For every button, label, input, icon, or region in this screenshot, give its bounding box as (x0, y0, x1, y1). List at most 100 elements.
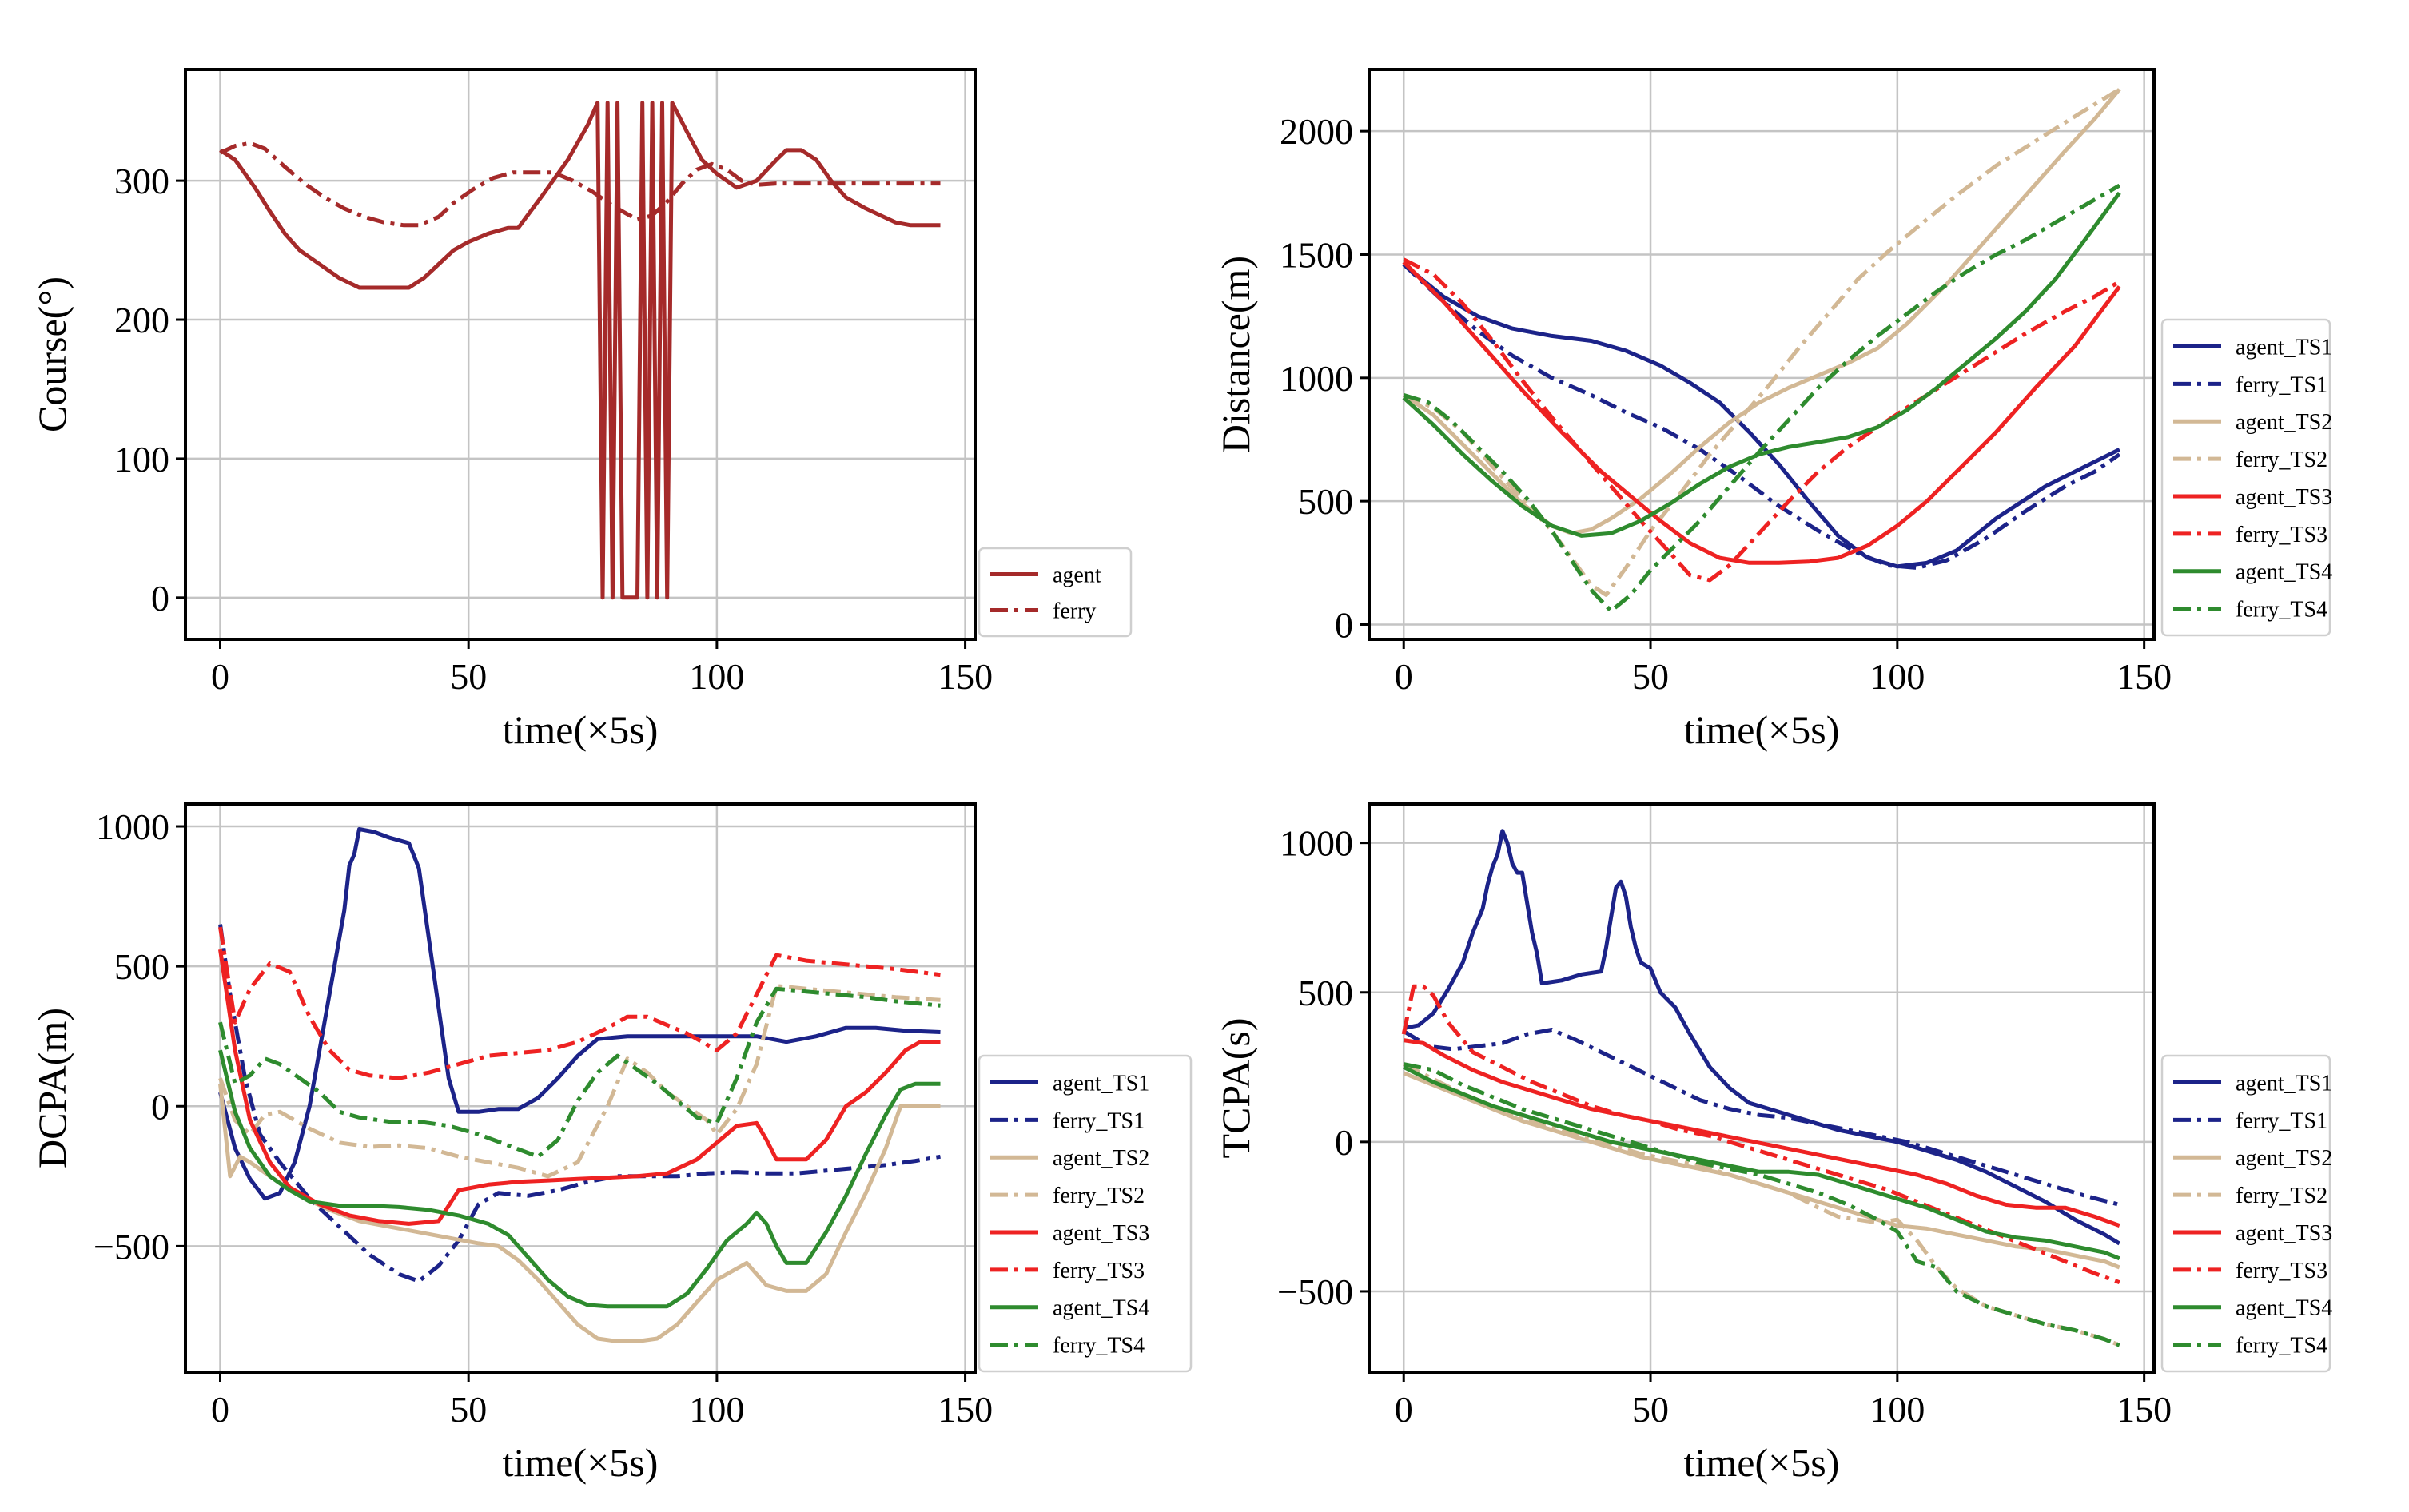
y-axis-label: DCPA(m) (30, 1008, 74, 1168)
legend-label: ferry_TS2 (2236, 448, 2327, 472)
x-tick-label: 50 (1632, 1389, 1669, 1430)
legend-label: agent_TS2 (2236, 1146, 2332, 1171)
x-tick-label: 50 (450, 1389, 487, 1430)
series-line-agent-TS4 (218, 1049, 941, 1309)
legend-label: ferry_TS4 (1053, 1334, 1145, 1359)
series-line-ferry-TS4 (1403, 183, 2121, 613)
legend-label: ferry (1053, 599, 1096, 624)
y-tick-label: 200 (114, 300, 169, 340)
x-tick-label: 0 (211, 656, 229, 697)
x-tick-label: 0 (1395, 1389, 1413, 1430)
legend-label: agent_TS3 (2236, 1221, 2332, 1246)
x-axis-label: time(×5s) (1684, 707, 1840, 752)
legend-label: agent_TS1 (1053, 1071, 1149, 1096)
y-tick-label: 300 (114, 161, 169, 201)
y-tick-label: 0 (1335, 1122, 1353, 1163)
legend-label: ferry_TS4 (2236, 598, 2327, 623)
plot-frame (184, 68, 977, 641)
legend-label: ferry_TS3 (2236, 523, 2327, 547)
legend-label: ferry_TS2 (1053, 1184, 1145, 1208)
legend-frame (2160, 318, 2331, 637)
x-axis-label: time(×5s) (503, 1440, 659, 1485)
y-axis-label: Distance(m) (1213, 256, 1258, 453)
legend-frame (978, 547, 1133, 638)
legend-label: agent_TS1 (2236, 1071, 2332, 1096)
series-line-ferry-TS4 (1403, 1062, 2120, 1347)
legend: agent_TS1 ferry_TS1 agent_TS2 ferry_TS2agen… (2160, 318, 2332, 637)
y-tick-label: 500 (114, 946, 169, 987)
series-line-ferry-TS4 (218, 986, 941, 1159)
legend: agent_TS1 ferry_TS1 agent_TS2 ferry_TS2agen… (978, 1054, 1193, 1373)
chart-dcpa: 0 50 100 150 −500 0 500 1000 time(×5s) DCPA(m) age… (30, 802, 1193, 1485)
legend-label: agent (1053, 563, 1101, 588)
legend-label: agent_TS3 (1053, 1221, 1149, 1246)
chart-tcpa: 0 50 100 150 −500 0 500 1000 time(×5s) TCPA(s) age… (1213, 802, 2332, 1485)
legend-label: ferry_TS1 (1053, 1108, 1145, 1133)
series-line-ferry-TS1 (218, 924, 941, 1283)
plot-frame (184, 802, 977, 1374)
series-line-agent-TS1 (218, 827, 941, 1201)
y-tick-label: 0 (151, 578, 169, 619)
series-group (218, 827, 941, 1343)
legend-label: ferry_TS2 (2236, 1184, 2327, 1208)
x-tick-label: 50 (1632, 656, 1669, 697)
series-line-agent-TS3 (1403, 1038, 2120, 1228)
x-tick-label: 100 (689, 656, 744, 697)
series-group (1402, 87, 2121, 613)
y-axis-label: TCPA(s) (1213, 1018, 1258, 1159)
series-line-ferry-TS2 (218, 984, 941, 1179)
series-line-agent-TS4 (1403, 1065, 2120, 1261)
legend-label: agent_TS4 (2236, 1296, 2332, 1321)
series-line-ferry-TS3 (218, 926, 941, 1080)
x-tick-label: 50 (450, 656, 487, 697)
legend-label: ferry_TS4 (2236, 1334, 2327, 1359)
series-line-ferry-TS1 (1402, 262, 2121, 570)
y-tick-label: 1000 (1280, 358, 1353, 399)
x-tick-label: 100 (689, 1389, 744, 1430)
chart-course: 0 50 100 150 0 100 200 300 time(×5s) Course(°) age… (30, 68, 1133, 752)
legend-label: ferry_TS1 (2236, 372, 2327, 397)
x-axis-label: time(×5s) (1684, 1440, 1840, 1485)
y-tick-label: 500 (1298, 973, 1353, 1013)
legend-label: agent_TS2 (2236, 410, 2332, 435)
series-group (219, 101, 941, 600)
y-tick-label: 2000 (1280, 111, 1353, 152)
x-tick-label: 150 (2116, 656, 2172, 697)
series-line-ferry-TS1 (1402, 1028, 2120, 1207)
y-tick-label: 0 (1335, 604, 1353, 645)
legend-label: agent_TS3 (2236, 485, 2332, 510)
y-tick-label: 1000 (1280, 823, 1353, 864)
series-line-ferry (219, 141, 941, 228)
x-tick-label: 150 (938, 656, 993, 697)
plot-frame (1368, 68, 2156, 641)
series-line-agent-TS3 (218, 949, 941, 1226)
legend-label: agent_TS4 (2236, 560, 2332, 585)
x-tick-label: 0 (1395, 656, 1413, 697)
y-tick-label: −500 (1277, 1271, 1353, 1312)
y-axis-label: Course(°) (30, 277, 74, 432)
legend: agent_TS1 ferry_TS1 agent_TS2 ferry_TS2agen… (2160, 1054, 2332, 1373)
legend-label: agent_TS1 (2236, 335, 2332, 360)
series-line-ferry-TS2 (1403, 87, 2121, 597)
legend-label: ferry_TS3 (1053, 1259, 1145, 1283)
series-line-agent (219, 101, 941, 600)
y-tick-label: −500 (94, 1226, 169, 1267)
series-group (1401, 829, 2121, 1347)
legend: agent ferry (978, 547, 1133, 638)
legend-label: ferry_TS3 (2236, 1259, 2327, 1283)
y-tick-label: 100 (114, 439, 169, 479)
legend-label: agent_TS4 (1053, 1296, 1149, 1321)
x-tick-label: 100 (1869, 1389, 1925, 1430)
y-tick-label: 1000 (96, 806, 169, 847)
x-tick-label: 0 (211, 1389, 229, 1430)
y-tick-label: 500 (1298, 481, 1353, 522)
legend-frame (978, 1054, 1193, 1373)
x-axis-label: time(×5s) (503, 707, 659, 752)
series-line-agent-TS3 (1402, 261, 2121, 565)
series-line-ferry-TS3 (1403, 257, 2121, 583)
series-line-agent-TS2 (1402, 88, 2121, 535)
plot-frame (1368, 802, 2156, 1374)
chart-distance: 0 50 100 1500500100015002000time(×5s)Distan… (1213, 68, 2332, 752)
x-tick-label: 100 (1869, 656, 1925, 697)
